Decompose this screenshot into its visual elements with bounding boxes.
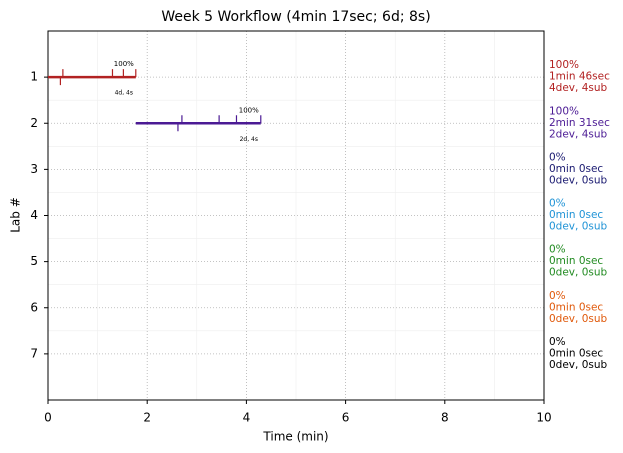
bar-label: 100% — [114, 60, 134, 68]
x-tick-label: 10 — [536, 411, 551, 425]
chart-title: Week 5 Workflow (4min 17sec; 6d; 8s) — [161, 9, 430, 25]
lab-summary: 0% — [549, 198, 566, 210]
x-axis-label: Time (min) — [262, 430, 328, 444]
lab-summary: 0min 0sec — [549, 255, 603, 267]
lab-summary: 0min 0sec — [549, 163, 603, 175]
y-axis-label: Lab # — [9, 197, 23, 233]
y-tick-label: 1 — [30, 70, 38, 84]
x-tick-label: 0 — [44, 411, 52, 425]
plot-frame — [47, 30, 545, 401]
lab-summary: 0% — [549, 290, 566, 302]
bar-label: 100% — [239, 106, 259, 114]
lab-summary: 0dev, 0sub — [549, 174, 608, 186]
count-label: 2d, 4s — [240, 136, 258, 143]
lab-summary: 1min 46sec — [549, 71, 610, 83]
lab-summary: 0dev, 0sub — [549, 313, 608, 325]
x-tick-label: 6 — [342, 411, 350, 425]
lab-summary: 0min 0sec — [549, 209, 603, 221]
y-tick-label: 7 — [30, 346, 38, 360]
lab-summary: 0dev, 0sub — [549, 267, 608, 279]
lab-summary: 2min 31sec — [549, 117, 610, 129]
lab-summary: 2dev, 4sub — [549, 128, 608, 140]
lab-summary: 0dev, 0sub — [549, 359, 608, 371]
y-tick-label: 4 — [30, 208, 38, 222]
x-tick-label: 2 — [143, 411, 151, 425]
count-label: 4d, 4s — [115, 90, 133, 97]
y-tick-label: 5 — [30, 254, 38, 268]
y-tick-label: 6 — [30, 300, 38, 314]
y-tick-label: 2 — [30, 116, 38, 130]
lab-summary: 0% — [549, 151, 566, 163]
lab-summary: 0min 0sec — [549, 347, 603, 359]
lab-summary: 0min 0sec — [549, 301, 603, 313]
lab-summary: 100% — [549, 105, 579, 117]
lab-summary: 0% — [549, 244, 566, 256]
x-tick-label: 8 — [441, 411, 449, 425]
lab-summary: 100% — [549, 59, 579, 71]
lab-summary: 0dev, 0sub — [549, 221, 608, 233]
lab-summary: 4dev, 4sub — [549, 82, 608, 94]
x-tick-label: 4 — [243, 411, 251, 425]
y-tick-label: 3 — [30, 162, 38, 176]
lab-summary: 0% — [549, 336, 566, 348]
